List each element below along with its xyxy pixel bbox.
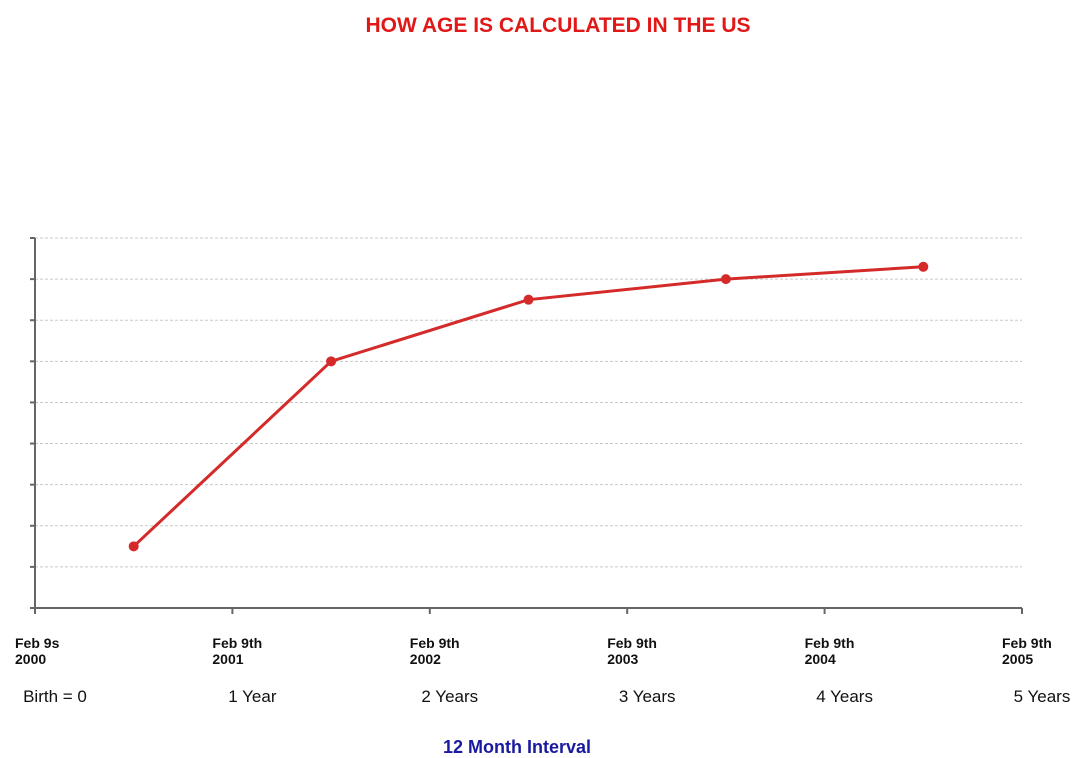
age-label: 4 Years [816,687,873,706]
chart-title: HOW AGE IS CALCULATED IN THE US [366,14,751,37]
chart: HOW AGE IS CALCULATED IN THE US 12 Month… [0,0,1088,758]
point [721,274,731,284]
point [918,262,928,272]
line [134,267,924,547]
age-label: 3 Years [619,687,676,706]
point [524,295,534,305]
page: {"chart_data": {"type": "line", "title":… [0,0,1088,758]
point [326,356,336,366]
age-label: 1 Year [228,687,277,706]
age-label: 2 Years [421,687,478,706]
age-label: Birth = 0 [23,687,87,706]
x-axis-label: 12 Month Interval [443,737,591,757]
age-label: 5 Years [1014,687,1071,706]
point [129,541,139,551]
